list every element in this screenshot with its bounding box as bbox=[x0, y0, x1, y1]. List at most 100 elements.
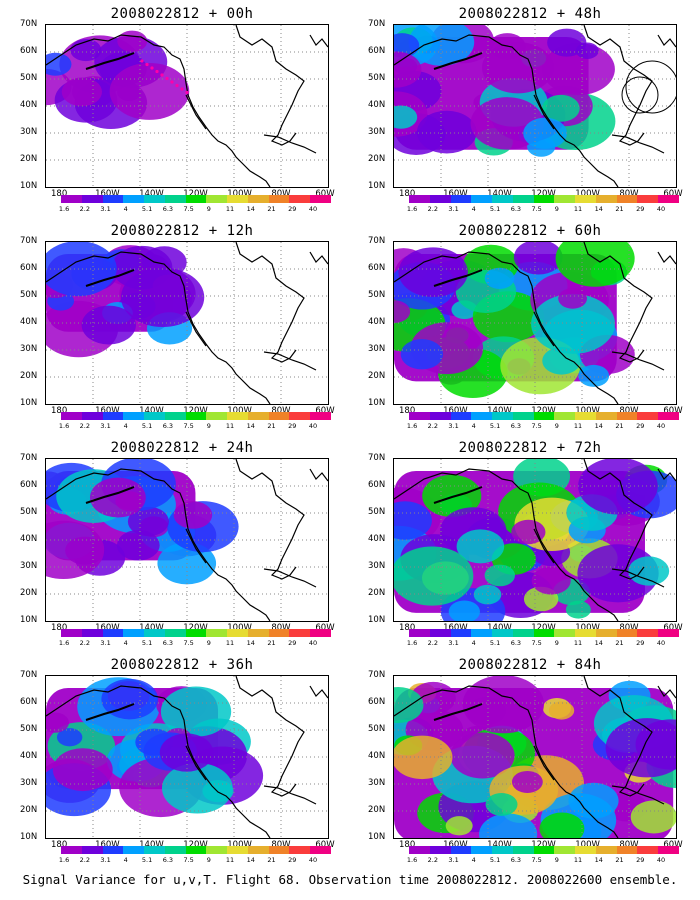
panel-title: 2008022812 + 00h bbox=[110, 6, 254, 22]
colorbar-swatch bbox=[492, 846, 513, 854]
colorbar-swatch bbox=[144, 195, 165, 203]
colorbar-swatch bbox=[471, 629, 493, 637]
colorbar-swatch bbox=[247, 195, 269, 203]
colorbar-swatch bbox=[554, 195, 576, 203]
colorbar bbox=[409, 629, 679, 637]
latitude-label: 60N bbox=[20, 697, 38, 707]
longitude-label: 80W bbox=[619, 840, 639, 850]
coastline bbox=[46, 685, 271, 838]
map-panel: 2008022812 + 24h 70N 60N 50N 40N 30N 20N 10N 180… bbox=[12, 434, 352, 654]
latitude-label: 20N bbox=[20, 588, 38, 598]
colorbar-label: 29 bbox=[288, 856, 297, 864]
colorbar-swatch bbox=[595, 629, 617, 637]
colorbar-label: 29 bbox=[636, 205, 645, 213]
longitude-label: 140W bbox=[139, 189, 164, 199]
latitude-label: 50N bbox=[20, 507, 38, 517]
longitude-label: 100W bbox=[227, 406, 252, 416]
colorbar-label: 3.1 bbox=[448, 856, 459, 864]
colorbar-swatch bbox=[102, 846, 124, 854]
longitude-label: 180 bbox=[51, 623, 68, 633]
colorbar-label: 7.5 bbox=[531, 422, 542, 430]
colorbar-labels: 1.6 2.2 3.1 4 5.1 6.3 7.5 9 11 14 21 29 40 bbox=[407, 422, 679, 432]
coastline bbox=[85, 52, 135, 70]
colorbar-swatch bbox=[227, 195, 248, 203]
latitude-label: 70N bbox=[20, 236, 38, 246]
coastline bbox=[263, 351, 317, 371]
latitude-label: 20N bbox=[368, 371, 386, 381]
colorbar-label: 21 bbox=[267, 856, 276, 864]
coastline bbox=[309, 685, 328, 699]
colorbar-swatch bbox=[247, 629, 269, 637]
longitude-label: 80W bbox=[619, 406, 639, 416]
map-frame bbox=[45, 675, 329, 839]
variance-field bbox=[394, 459, 676, 621]
target-circle bbox=[621, 76, 659, 114]
colorbar bbox=[409, 195, 679, 203]
latitude-label: 70N bbox=[368, 670, 386, 680]
colorbar-label: 2.2 bbox=[427, 422, 438, 430]
colorbar-labels: 1.6 2.2 3.1 4 5.1 6.3 7.5 9 11 14 21 29 40 bbox=[59, 422, 331, 432]
colorbar-swatch bbox=[554, 846, 576, 854]
longitude-label: 120W bbox=[183, 189, 208, 199]
colorbar-swatch bbox=[450, 412, 472, 420]
longitude-label: 180 bbox=[51, 406, 68, 416]
colorbar-label: 11 bbox=[573, 639, 583, 647]
colorbar-label: 14 bbox=[246, 856, 255, 864]
coastline bbox=[185, 528, 207, 564]
map-panel: 2008022812 + 84h 70N 60N 50N 40N 30N 20N 10N 180… bbox=[360, 651, 700, 871]
colorbar-swatch bbox=[554, 412, 576, 420]
colorbar-swatch bbox=[206, 629, 228, 637]
latitude-label: 10N bbox=[368, 832, 386, 842]
colorbar-swatch bbox=[310, 412, 331, 420]
colorbar-swatch bbox=[533, 195, 555, 203]
latitude-label: 30N bbox=[20, 561, 38, 571]
colorbar-label: 3.1 bbox=[100, 856, 111, 864]
latitude-label: 30N bbox=[20, 127, 38, 137]
colorbar-label: 2.2 bbox=[79, 639, 90, 647]
colorbar-label: 2.2 bbox=[427, 856, 438, 864]
colorbar-label: 5.1 bbox=[141, 422, 153, 430]
latitude-label: 10N bbox=[368, 398, 386, 408]
coastline bbox=[657, 685, 676, 699]
colorbar-swatch bbox=[227, 412, 248, 420]
latitude-label: 20N bbox=[20, 154, 38, 164]
colorbar-label: 5.1 bbox=[141, 205, 153, 213]
longitude-label: 80W bbox=[271, 406, 291, 416]
colorbar bbox=[61, 412, 331, 420]
variance-field bbox=[46, 677, 264, 818]
coastline bbox=[533, 528, 555, 564]
colorbar-label: 6.3 bbox=[510, 422, 522, 430]
colorbar-swatch bbox=[61, 629, 82, 637]
variance-field bbox=[394, 242, 635, 398]
colorbar-swatch bbox=[102, 195, 124, 203]
observation-marker bbox=[160, 73, 164, 77]
colorbar-swatch bbox=[268, 629, 290, 637]
colorbar-label: 21 bbox=[615, 205, 624, 213]
colorbar bbox=[61, 195, 331, 203]
colorbar-swatch bbox=[471, 846, 493, 854]
colorbar-label: 3.1 bbox=[100, 205, 111, 213]
latitude-label: 40N bbox=[368, 100, 386, 110]
colorbar-swatch bbox=[512, 195, 534, 203]
longitude-label: 160W bbox=[95, 840, 120, 850]
colorbar-swatch bbox=[658, 412, 679, 420]
colorbar-label: 29 bbox=[288, 205, 297, 213]
colorbar-swatch bbox=[637, 195, 659, 203]
colorbar-label: 9 bbox=[206, 422, 211, 430]
colorbar-label: 5.1 bbox=[141, 639, 153, 647]
longitude-label: 120W bbox=[531, 623, 556, 633]
map-frame bbox=[45, 458, 329, 622]
colorbar-swatch bbox=[144, 629, 165, 637]
variance-field bbox=[46, 459, 239, 585]
colorbar-label: 11 bbox=[573, 205, 583, 213]
coastline bbox=[583, 459, 653, 580]
colorbar-swatch bbox=[575, 629, 596, 637]
longitude-label: 60W bbox=[315, 189, 335, 199]
colorbar-label: 4 bbox=[471, 205, 476, 213]
colorbar-label: 9 bbox=[554, 205, 559, 213]
latitude-label: 10N bbox=[20, 181, 38, 191]
longitude-label: 60W bbox=[315, 840, 335, 850]
panel-title: 2008022812 + 72h bbox=[458, 440, 602, 456]
latitude-label: 50N bbox=[20, 290, 38, 300]
coastline bbox=[235, 242, 305, 363]
